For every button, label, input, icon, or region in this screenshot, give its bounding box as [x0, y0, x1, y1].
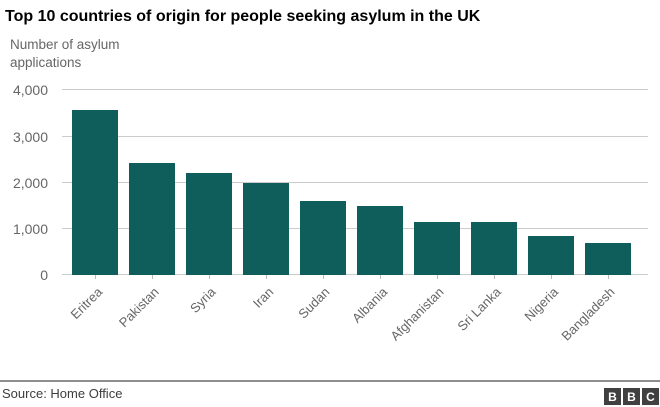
bbc-logo-block: B — [623, 388, 640, 405]
bar-eritrea — [72, 110, 118, 276]
logo-letter: B — [608, 389, 617, 404]
y-tick-label: 0 — [40, 267, 48, 284]
source-text: Source: Home Office — [2, 386, 123, 401]
x-tick-mark — [209, 275, 210, 280]
y-axis-labels: 0 1,000 2,000 3,000 4,000 — [0, 83, 54, 282]
bar-nigeria — [528, 235, 574, 276]
plot-area — [62, 89, 648, 280]
logo-letter: B — [627, 389, 636, 404]
bar-syria — [186, 173, 232, 276]
x-tick-mark — [95, 275, 96, 280]
y-tick-label: 1,000 — [12, 221, 48, 238]
x-tick-label: Afghanistan — [387, 284, 447, 344]
y-tick-label: 2,000 — [12, 174, 48, 191]
bbc-logo-block: C — [642, 388, 659, 405]
bar-albania — [357, 205, 403, 276]
x-tick-mark — [323, 275, 324, 280]
bar-pakistan — [129, 163, 175, 276]
bar-bangladesh — [585, 242, 631, 276]
logo-letter: C — [646, 389, 655, 404]
x-tick-label: Sri Lanka — [454, 284, 504, 335]
x-tick-label: Albania — [348, 284, 390, 326]
x-tick-mark — [437, 275, 438, 280]
x-tick-label: Pakistan — [116, 284, 162, 331]
baseline — [62, 274, 648, 276]
footer: Source: Home Office B B C — [0, 380, 660, 407]
bbc-logo-block: B — [604, 388, 621, 405]
gridline — [62, 135, 648, 137]
x-tick-mark — [152, 275, 153, 280]
y-axis-title: Number of asylum applications — [10, 37, 120, 70]
x-tick-mark — [494, 275, 495, 280]
x-tick-label: Nigeria — [521, 284, 561, 325]
y-tick-label: 4,000 — [12, 82, 48, 99]
chart-region: 0 1,000 2,000 3,000 4,000 Eritrea Pakistan Syr… — [13, 83, 648, 344]
bbc-logo: B B C — [602, 388, 659, 407]
gridline — [62, 89, 648, 91]
x-tick-mark — [551, 275, 552, 280]
gridline — [62, 228, 648, 230]
x-tick-mark — [608, 275, 609, 280]
bar-sudan — [300, 200, 346, 276]
bar-sri-lanka — [471, 222, 517, 276]
x-axis-labels: Eritrea Pakistan Syria Iran Sudan Albania Afgh… — [62, 275, 648, 371]
x-tick-label: Sudan — [295, 284, 333, 322]
bar-iran — [243, 182, 289, 276]
gridline — [62, 181, 648, 183]
chart-title: Top 10 countries of origin for people se… — [5, 8, 481, 25]
x-tick-label: Syria — [187, 284, 219, 317]
x-tick-mark — [380, 275, 381, 280]
x-tick-label: Bangladesh — [558, 284, 618, 344]
bar-afghanistan — [414, 221, 460, 276]
x-tick-label: Eritrea — [67, 284, 105, 323]
y-tick-label: 3,000 — [12, 128, 48, 145]
x-tick-label: Iran — [249, 284, 276, 312]
x-tick-mark — [266, 275, 267, 280]
